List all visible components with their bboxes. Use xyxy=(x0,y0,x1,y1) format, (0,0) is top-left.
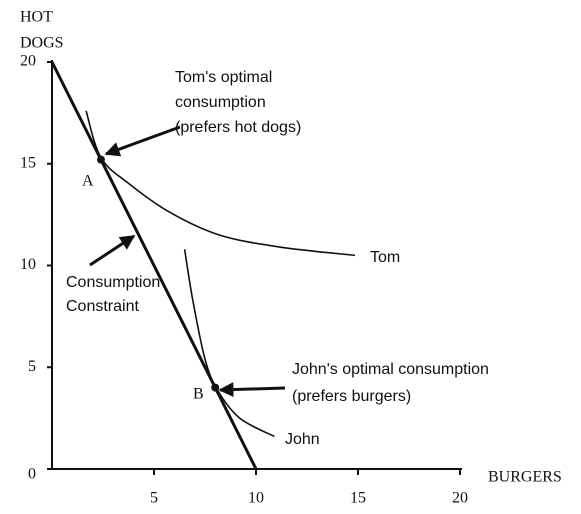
arrow xyxy=(218,382,286,398)
annotation: consumption xyxy=(175,94,266,111)
series-label: John xyxy=(285,431,320,448)
point-label: B xyxy=(193,386,204,403)
line xyxy=(50,61,258,470)
annotation: John's optimal consumption xyxy=(292,361,489,378)
annotation: (prefers hot dogs) xyxy=(175,119,301,136)
point xyxy=(211,383,220,392)
y-axis-label: HOT xyxy=(20,9,53,26)
point-label: A xyxy=(82,173,94,190)
annotation: (prefers burgers) xyxy=(292,388,411,405)
series-label: Tom xyxy=(370,249,400,266)
y-tick-label: 5 xyxy=(28,358,36,375)
curve xyxy=(183,249,275,438)
x-tick-label: 5 xyxy=(150,490,158,507)
x-tick-label: 10 xyxy=(248,490,264,507)
x-tick-label: 20 xyxy=(452,490,468,507)
y-tick-label: 20 xyxy=(20,53,36,70)
y-tick-label: 15 xyxy=(20,154,36,171)
point xyxy=(96,155,105,164)
x-axis-label: BURGERS xyxy=(488,469,562,486)
series-label: Consumption Constraint xyxy=(66,274,160,315)
x-tick-label: 15 xyxy=(350,490,366,507)
y-tick-label: 0 xyxy=(28,466,36,483)
arrow xyxy=(89,234,136,267)
annotation: Tom's optimal xyxy=(175,69,272,86)
arrow xyxy=(104,125,181,157)
y-axis-label: DOGS xyxy=(20,35,64,52)
y-tick-label: 10 xyxy=(20,256,36,273)
